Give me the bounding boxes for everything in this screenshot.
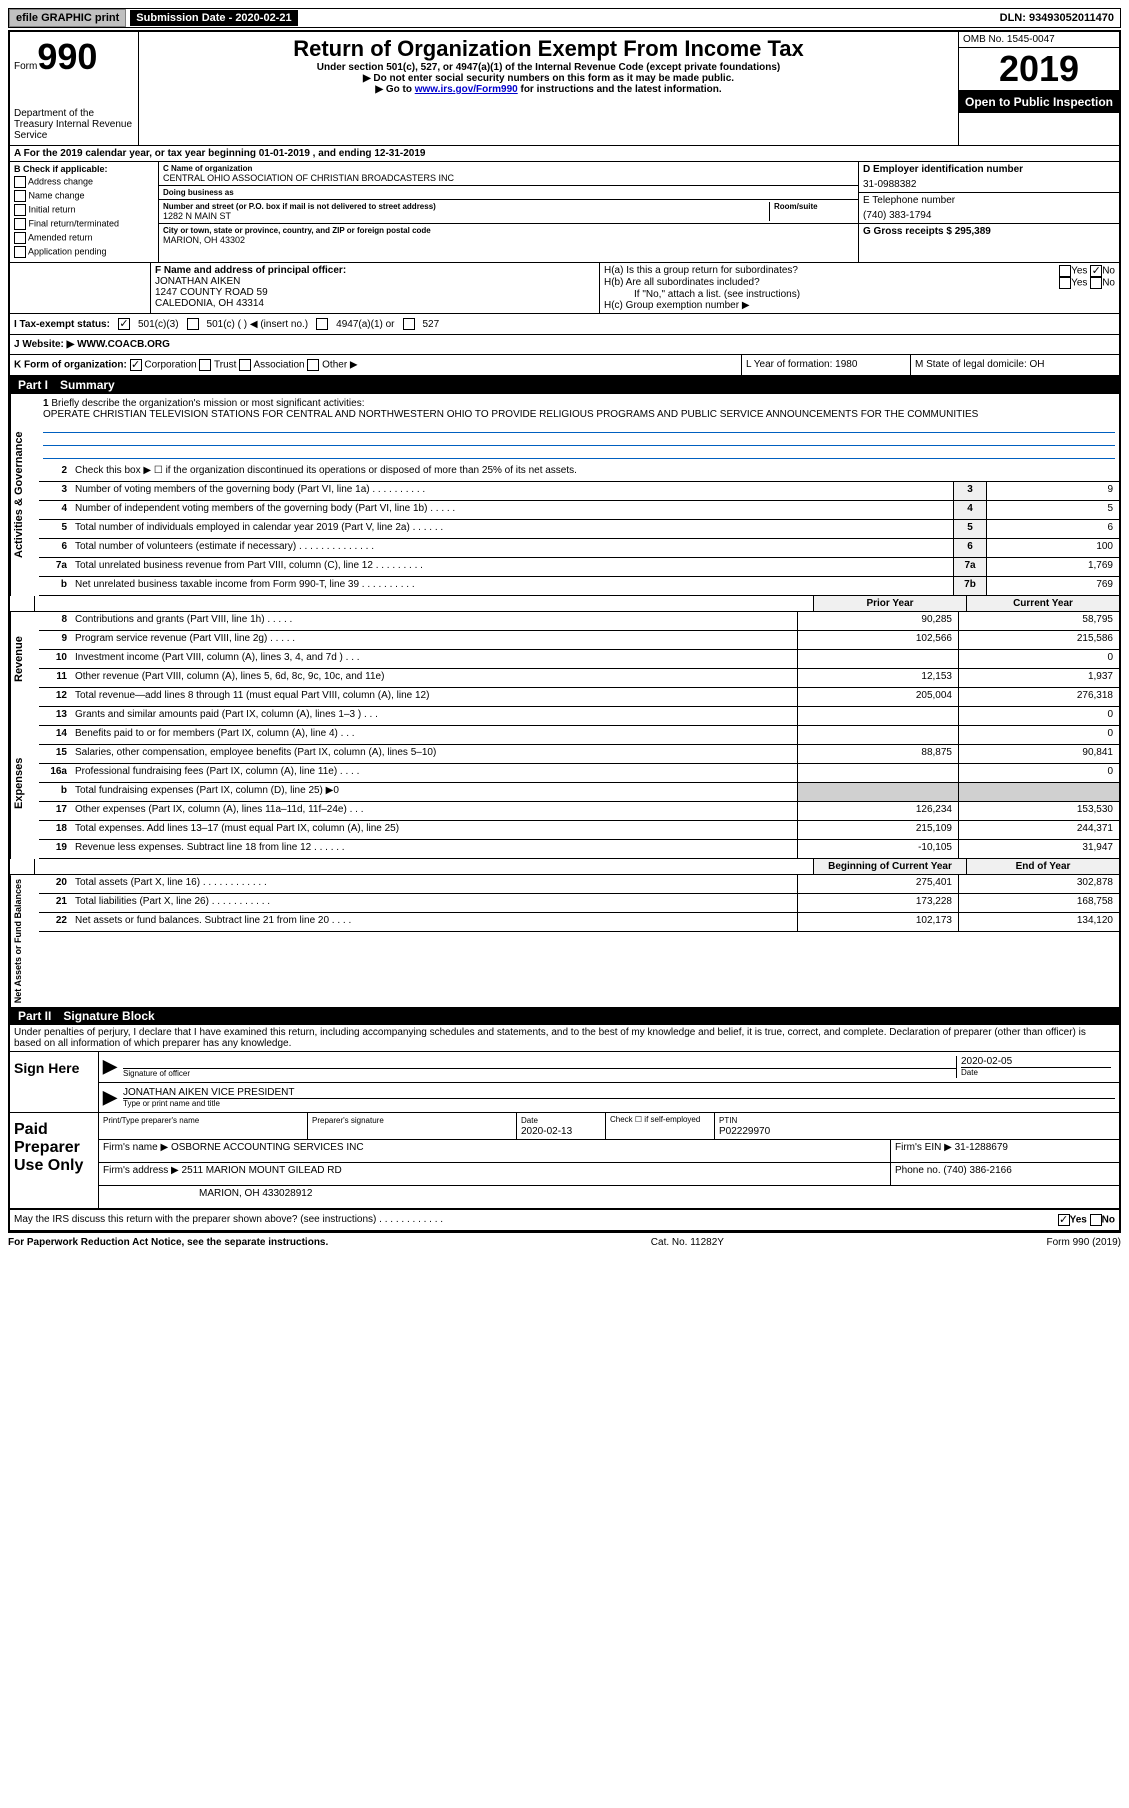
firm-city: MARION, OH 433028912	[99, 1186, 1119, 1208]
check-item: Amended return	[14, 232, 154, 244]
side-expenses: Expenses	[10, 707, 39, 859]
entity-section: B Check if applicable: Address change Na…	[10, 162, 1119, 263]
sign-date: 2020-02-05	[961, 1056, 1111, 1067]
officer-section: F Name and address of principal officer:…	[10, 263, 1119, 314]
discuss-row: May the IRS discuss this return with the…	[10, 1210, 1119, 1231]
telephone: (740) 383-1794	[863, 210, 1115, 221]
penalties-text: Under penalties of perjury, I declare th…	[10, 1025, 1119, 1051]
net-header: Beginning of Current Year End of Year	[10, 859, 1119, 875]
line-row: 5Total number of individuals employed in…	[39, 520, 1119, 539]
firm-phone: (740) 386-2166	[943, 1165, 1011, 1176]
website-url[interactable]: WWW.COACB.ORG	[77, 339, 170, 350]
dln: DLN: 93493052011470	[994, 10, 1120, 26]
check-item: Final return/terminated	[14, 218, 154, 230]
line-row: 4Number of independent voting members of…	[39, 501, 1119, 520]
officer-printed-name: JONATHAN AIKEN VICE PRESIDENT	[123, 1087, 1115, 1098]
main-title: Return of Organization Exempt From Incom…	[143, 36, 954, 62]
preparer-block: Paid Preparer Use Only Print/Type prepar…	[10, 1113, 1119, 1210]
state-domicile: M State of legal domicile: OH	[910, 355, 1119, 375]
line-row: 9Program service revenue (Part VIII, lin…	[39, 631, 1119, 650]
line-row: 14Benefits paid to or for members (Part …	[39, 726, 1119, 745]
signature-block: Sign Here ▶ Signature of officer 2020-02…	[10, 1051, 1119, 1113]
line-row: 8Contributions and grants (Part VIII, li…	[39, 612, 1119, 631]
mission-text: OPERATE CHRISTIAN TELEVISION STATIONS FO…	[43, 409, 978, 420]
rev-header: Prior Year Current Year	[10, 596, 1119, 612]
form-number: 990	[37, 36, 97, 77]
subtitle-1: Under section 501(c), 527, or 4947(a)(1)…	[143, 62, 954, 73]
officer-addr1: 1247 COUNTY ROAD 59	[155, 287, 595, 298]
line-row: 21Total liabilities (Part X, line 26) . …	[39, 894, 1119, 913]
line-row: 11Other revenue (Part VIII, column (A), …	[39, 669, 1119, 688]
org-city: MARION, OH 43302	[163, 235, 854, 245]
officer-addr2: CALEDONIA, OH 43314	[155, 298, 595, 309]
form-label: Form	[14, 61, 37, 72]
side-netassets: Net Assets or Fund Balances	[10, 875, 39, 1007]
tax-year: 2019	[959, 48, 1119, 91]
side-revenue: Revenue	[10, 612, 39, 707]
ptin: P02229970	[719, 1126, 770, 1137]
tax-status-row: I Tax-exempt status: 501(c)(3) 501(c) ( …	[10, 314, 1119, 335]
gross-receipts: G Gross receipts $ 295,389	[863, 226, 1115, 237]
line-row: bNet unrelated business taxable income f…	[39, 577, 1119, 596]
line-row: bTotal fundraising expenses (Part IX, co…	[39, 783, 1119, 802]
part1-header: Part ISummary	[10, 376, 1119, 394]
check-item: Address change	[14, 176, 154, 188]
line-row: 12Total revenue—add lines 8 through 11 (…	[39, 688, 1119, 707]
line-row: 17Other expenses (Part IX, column (A), l…	[39, 802, 1119, 821]
firm-ein: 31-1288679	[955, 1142, 1008, 1153]
line-row: 3Number of voting members of the governi…	[39, 482, 1119, 501]
dept-label: Department of the Treasury Internal Reve…	[14, 108, 134, 141]
line-row: 7aTotal unrelated business revenue from …	[39, 558, 1119, 577]
submission-date: Submission Date - 2020-02-21	[130, 10, 297, 26]
omb-number: OMB No. 1545-0047	[959, 32, 1119, 48]
period-row: A For the 2019 calendar year, or tax yea…	[10, 146, 1119, 162]
website-row: J Website: ▶ WWW.COACB.ORG	[10, 335, 1119, 355]
top-bar: efile GRAPHIC print Submission Date - 20…	[8, 8, 1121, 28]
line-row: 10Investment income (Part VIII, column (…	[39, 650, 1119, 669]
instructions-link[interactable]: www.irs.gov/Form990	[415, 84, 518, 95]
header: Form990 Department of the Treasury Inter…	[10, 32, 1119, 146]
line-row: 15Salaries, other compensation, employee…	[39, 745, 1119, 764]
officer-name: JONATHAN AIKEN	[155, 276, 595, 287]
side-governance: Activities & Governance	[10, 394, 39, 596]
line-row: 13Grants and similar amounts paid (Part …	[39, 707, 1119, 726]
line-row: 16aProfessional fundraising fees (Part I…	[39, 764, 1119, 783]
form-org-row: K Form of organization: Corporation Trus…	[10, 355, 1119, 376]
firm-name: OSBORNE ACCOUNTING SERVICES INC	[171, 1142, 364, 1153]
section-d-e-g: D Employer identification number 31-0988…	[859, 162, 1119, 262]
year-formation: L Year of formation: 1980	[741, 355, 910, 375]
org-name: CENTRAL OHIO ASSOCIATION OF CHRISTIAN BR…	[163, 173, 854, 183]
line-row: 2Check this box ▶ ☐ if the organization …	[39, 463, 1119, 482]
form-container: Form990 Department of the Treasury Inter…	[8, 30, 1121, 1233]
section-b: B Check if applicable: Address change Na…	[10, 162, 159, 262]
mission-block: 1 Briefly describe the organization's mi…	[39, 394, 1119, 463]
footer: For Paperwork Reduction Act Notice, see …	[8, 1233, 1121, 1252]
prep-date: 2020-02-13	[521, 1126, 572, 1137]
check-item: Name change	[14, 190, 154, 202]
line-row: 18Total expenses. Add lines 13–17 (must …	[39, 821, 1119, 840]
line-row: 20Total assets (Part X, line 16) . . . .…	[39, 875, 1119, 894]
section-c: C Name of organization CENTRAL OHIO ASSO…	[159, 162, 859, 262]
part2-header: Part IISignature Block	[10, 1007, 1119, 1025]
line-row: 6Total number of volunteers (estimate if…	[39, 539, 1119, 558]
subtitle-3: ▶ Go to www.irs.gov/Form990 for instruct…	[143, 84, 954, 95]
check-item: Application pending	[14, 246, 154, 258]
org-address: 1282 N MAIN ST	[163, 211, 769, 221]
firm-addr: 2511 MARION MOUNT GILEAD RD	[182, 1165, 342, 1176]
line-row: 19Revenue less expenses. Subtract line 1…	[39, 840, 1119, 859]
line-row: 22Net assets or fund balances. Subtract …	[39, 913, 1119, 932]
open-public-badge: Open to Public Inspection	[959, 91, 1119, 113]
check-item: Initial return	[14, 204, 154, 216]
subtitle-2: ▶ Do not enter social security numbers o…	[143, 73, 954, 84]
efile-button[interactable]: efile GRAPHIC print	[9, 9, 126, 27]
ein: 31-0988382	[863, 179, 1115, 190]
